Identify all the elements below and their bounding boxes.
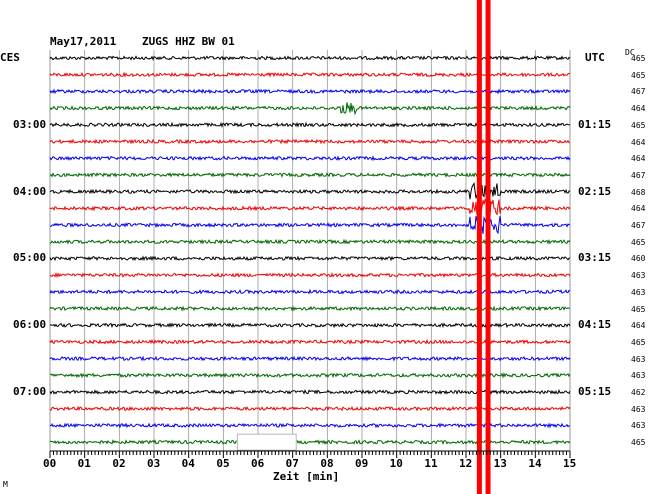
dc-offset-label: DC: [625, 48, 635, 57]
x-tick-label: 14: [528, 457, 542, 470]
dc-value: 463: [631, 421, 646, 431]
trace-19: [49, 372, 571, 379]
utc-time-label: 02:15: [578, 184, 612, 198]
dc-value: 467: [631, 221, 646, 230]
trace-5: [49, 138, 571, 145]
local-time-label: 07:00: [13, 385, 47, 398]
minute-gridlines: [49, 50, 571, 451]
x-tick-label: 12: [459, 457, 473, 470]
record-date: May17,2011: [50, 35, 117, 48]
x-tick-label: 08: [320, 457, 334, 470]
trace-13: [49, 272, 571, 279]
station-code: ZUGS HHZ BW 01: [142, 35, 235, 48]
dc-value: 464: [631, 137, 646, 147]
dc-value: 464: [631, 321, 646, 331]
x-tick-label: 00: [43, 457, 57, 470]
trace-23: [49, 439, 571, 446]
dc-value: 464: [631, 204, 646, 214]
trace-21: [49, 405, 571, 412]
dc-value: 463: [631, 371, 646, 381]
dc-value: 468: [631, 187, 646, 197]
trace-2: [49, 88, 571, 95]
dc-value: 460: [631, 254, 646, 264]
x-tick-label: 03: [147, 457, 161, 470]
trace-18: [49, 355, 571, 362]
x-tick-label: 01: [77, 457, 91, 470]
utc-time-label: 01:15: [578, 117, 612, 131]
trace-15: [49, 305, 571, 312]
x-tick-label: 15: [563, 457, 577, 470]
utc-time-label: 03:15: [578, 251, 612, 265]
event-markers: [476, 0, 491, 494]
trace-20: [49, 389, 571, 395]
trace-14: [49, 288, 571, 295]
dc-value: 465: [631, 304, 646, 314]
x-axis: [49, 450, 571, 458]
trace-1: [49, 71, 570, 78]
local-time-label: 05:00: [13, 251, 47, 265]
x-tick-label: 05: [216, 457, 230, 470]
x-tick-label: 02: [112, 457, 126, 470]
dc-value: 465: [631, 120, 646, 130]
x-tick-label: 04: [181, 457, 195, 470]
trace-12: [49, 255, 570, 262]
x-tick-label: 07: [285, 457, 299, 470]
dc-value: 467: [631, 170, 646, 180]
x-tick-label: 10: [389, 457, 403, 470]
left-timezone-label: CES: [0, 51, 20, 64]
event-marker-1: [485, 0, 491, 494]
trace-8: [49, 182, 571, 200]
x-tick-label: 06: [251, 457, 265, 470]
x-tick-label: 11: [424, 457, 438, 470]
x-tick-label: 13: [493, 457, 507, 470]
dc-value: 463: [631, 354, 646, 364]
trace-10: [50, 215, 571, 235]
trace-6: [49, 155, 571, 162]
dc-value: 463: [631, 404, 646, 414]
trace-0: [49, 55, 571, 61]
local-time-label: 04:00: [13, 184, 47, 198]
trace-16: [49, 322, 571, 329]
trace-9: [49, 198, 571, 218]
data-gap-box: [236, 433, 297, 451]
dc-value: 464: [631, 104, 646, 114]
dc-value: 463: [631, 287, 646, 297]
local-time-label: 06:00: [13, 318, 47, 332]
trace-17: [49, 338, 571, 345]
dc-value: 465: [631, 70, 646, 80]
x-tick-label: 09: [355, 457, 369, 470]
trace-3: [49, 102, 571, 116]
right-timezone-label: UTC: [585, 51, 605, 64]
dc-value: 465: [631, 237, 646, 247]
dc-value: 464: [631, 154, 646, 164]
utc-time-label: 05:15: [578, 385, 612, 398]
trace-7: [49, 171, 571, 178]
footer-mark: M: [3, 480, 8, 489]
utc-time-label: 04:15: [578, 318, 612, 332]
trace-4: [49, 121, 571, 128]
event-marker-0: [476, 0, 482, 494]
local-time-label: 03:00: [13, 117, 47, 131]
x-axis-label: Zeit [min]: [273, 470, 340, 483]
dc-value: 467: [631, 87, 646, 97]
dc-value: 465: [631, 438, 646, 448]
trace-22: [49, 422, 571, 429]
dc-value: 463: [631, 271, 646, 281]
seismic-traces: [49, 55, 571, 451]
dc-value: 465: [631, 54, 646, 63]
trace-11: [49, 238, 571, 245]
dc-value: 462: [631, 388, 646, 397]
dc-value: 465: [631, 337, 646, 347]
